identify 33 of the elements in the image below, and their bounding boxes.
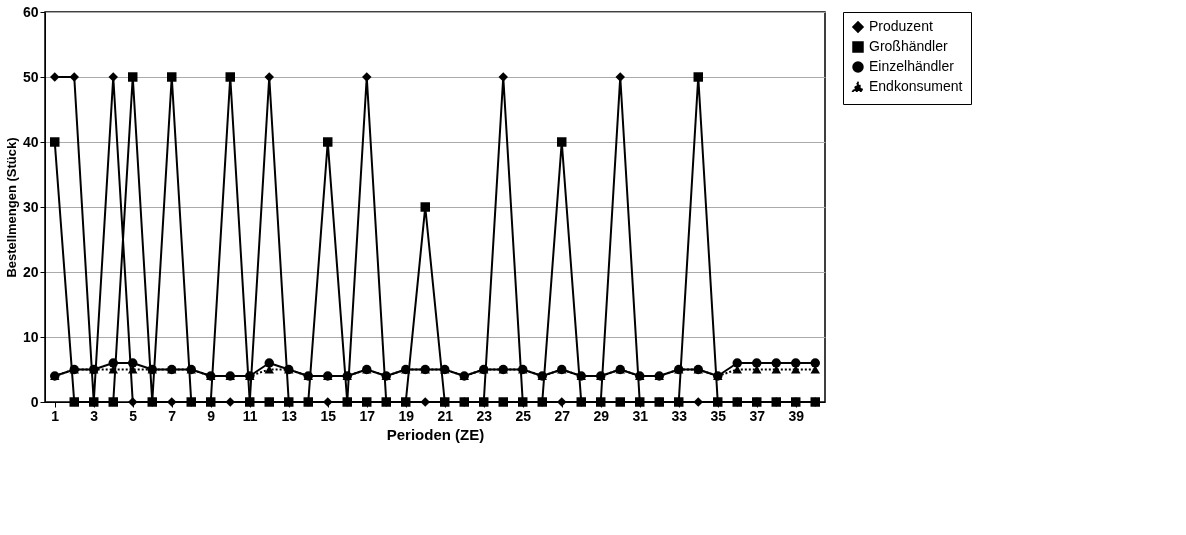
x-tick-label: 31	[632, 407, 649, 424]
x-axis-title: Perioden (ZE)	[386, 425, 485, 443]
legend-label: Einzelhändler	[869, 58, 955, 74]
y-tick-label: 10	[22, 328, 39, 345]
y-tick-label: 30	[22, 198, 39, 215]
x-tick-label: 1	[51, 407, 60, 424]
x-tick-label: 7	[168, 407, 177, 424]
x-tick-label: 37	[749, 407, 766, 424]
x-tick-label: 23	[476, 407, 493, 424]
x-tick-label: 9	[207, 407, 216, 424]
y-tick-label: 20	[22, 263, 39, 280]
x-tick-label: 19	[398, 407, 415, 424]
x-tick-label: 11	[242, 407, 258, 424]
x-tick-label: 21	[437, 407, 454, 424]
x-tick-label: 15	[320, 407, 337, 424]
x-tick-label: 35	[710, 407, 727, 424]
x-tick-label: 39	[788, 407, 805, 424]
x-tick-label: 3	[90, 407, 99, 424]
x-tick-label: 17	[359, 407, 376, 424]
legend-label: Produzent	[869, 18, 933, 34]
x-tick-label: 29	[593, 407, 610, 424]
x-tick-label: 33	[671, 407, 688, 424]
y-axis-title: Bestellmengen (Stück)	[3, 137, 19, 278]
y-tick-label: 0	[30, 393, 39, 410]
y-tick-label: 40	[22, 133, 39, 150]
x-tick-label: 13	[281, 407, 298, 424]
x-tick-label: 27	[554, 407, 571, 424]
x-tick-label: 5	[129, 407, 138, 424]
legend-label: Endkonsument	[869, 78, 963, 94]
y-tick-label: 50	[22, 68, 39, 85]
legend-label: Großhändler	[869, 38, 948, 54]
x-tick-label: 25	[515, 407, 532, 424]
y-tick-label: 60	[22, 3, 39, 20]
